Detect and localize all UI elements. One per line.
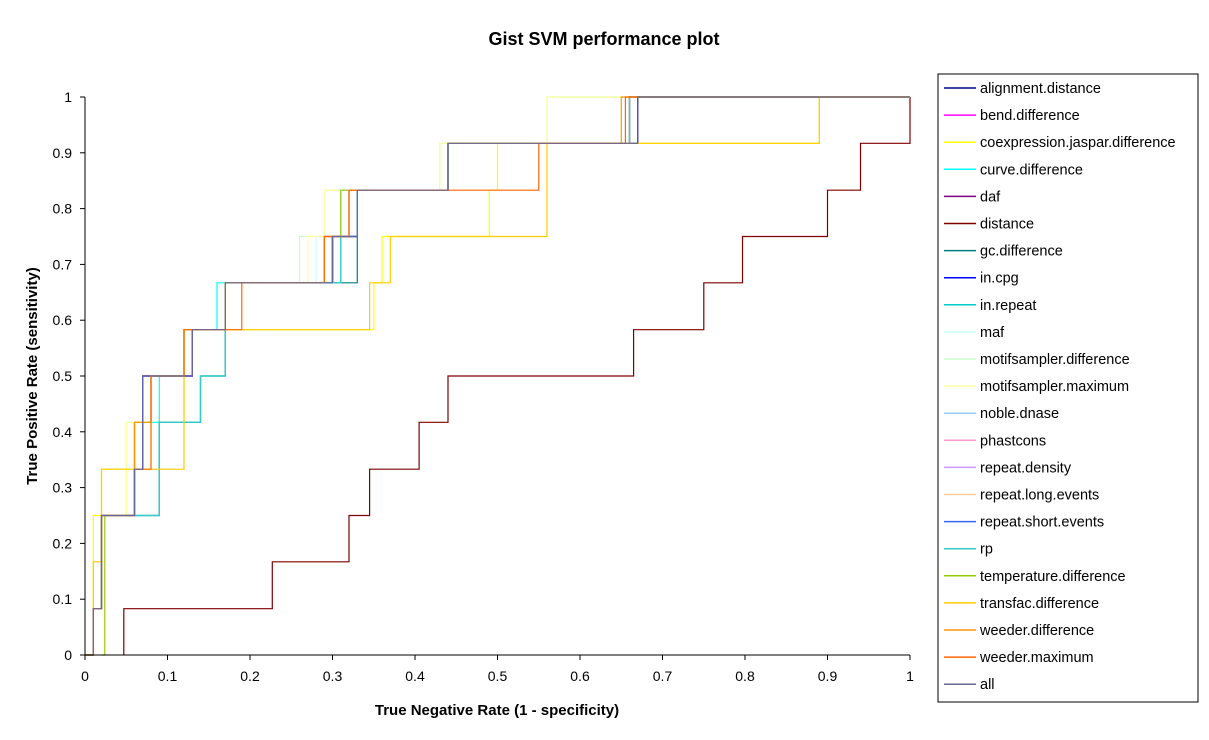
- legend-label-repeat-short-events: repeat.short.events: [980, 515, 1104, 531]
- legend-items: alignment.distance bend.difference coexpre…: [944, 81, 1176, 693]
- series-line-distance: [123, 97, 911, 655]
- legend-label-in-repeat: in.repeat: [980, 298, 1036, 314]
- x-tick-label: 0.9: [818, 668, 838, 684]
- x-tick-label: 0.8: [735, 668, 755, 684]
- y-tick-label: 0.9: [53, 145, 73, 161]
- chart-title: Gist SVM performance plot: [488, 29, 719, 49]
- series-line-all: [85, 96, 910, 656]
- legend-box: [937, 73, 1199, 703]
- legend-label-bend-difference: bend.difference: [980, 108, 1080, 124]
- legend-label-noble-dnase: noble.dnase: [980, 406, 1059, 422]
- y-tick-label: 0.1: [53, 591, 73, 607]
- legend-label-motifsampler-maximum: motifsampler.maximum: [980, 379, 1129, 395]
- series-lines: [85, 96, 911, 656]
- x-tick-label: 0.3: [323, 668, 343, 684]
- y-tick-label: 0: [64, 647, 72, 663]
- y-tick-label: 0.7: [53, 256, 73, 272]
- x-tick-label: 0.2: [240, 668, 260, 684]
- legend-label-daf: daf: [980, 189, 1001, 205]
- legend: alignment.distance bend.difference coexpre…: [937, 73, 1199, 703]
- legend-label-all: all: [980, 677, 995, 693]
- legend-label-repeat-density: repeat.density: [980, 460, 1072, 476]
- legend-label-motifsampler-difference: motifsampler.difference: [980, 352, 1130, 368]
- y-tick-label: 0.5: [53, 368, 73, 384]
- y-tick-label: 0.8: [53, 201, 73, 217]
- x-tick-label: 0.4: [405, 668, 425, 684]
- legend-label-alignment-distance: alignment.distance: [980, 81, 1101, 97]
- y-axis-title: True Positive Rate (sensitivity): [24, 267, 41, 485]
- y-tick-label: 0.3: [53, 480, 73, 496]
- legend-label-curve-difference: curve.difference: [980, 162, 1083, 178]
- legend-label-in-cpg: in.cpg: [980, 271, 1019, 287]
- legend-label-gc-difference: gc.difference: [980, 244, 1063, 260]
- y-tick-label: 0.4: [53, 424, 73, 440]
- axes: [80, 96, 911, 660]
- legend-label-weeder-maximum: weeder.maximum: [979, 650, 1094, 666]
- x-tick-label: 0.5: [488, 668, 508, 684]
- legend-label-maf: maf: [980, 325, 1005, 341]
- legend-label-temperature-difference: temperature.difference: [980, 569, 1126, 585]
- y-tick-label: 0.2: [53, 535, 73, 551]
- y-tick-label: 0.6: [53, 312, 73, 328]
- x-axis-title: True Negative Rate (1 - specificity): [375, 702, 619, 719]
- legend-label-distance: distance: [980, 217, 1034, 233]
- x-tick-label: 0.6: [570, 668, 590, 684]
- legend-label-repeat-long-events: repeat.long.events: [980, 488, 1099, 504]
- legend-label-weeder-difference: weeder.difference: [979, 623, 1094, 639]
- legend-label-transfac-difference: transfac.difference: [980, 596, 1099, 612]
- tick-labels: 0 0.1 0.2 0.3 0.4 0.5 0.6 0.7 0.8 0.9 1 0 0.1 0.2 0.3 0…: [53, 89, 915, 684]
- legend-label-coexpression-jaspar-difference: coexpression.jaspar.difference: [980, 135, 1176, 151]
- x-tick-label: 1: [906, 668, 914, 684]
- x-tick-label: 0: [81, 668, 89, 684]
- legend-label-phastcons: phastcons: [980, 433, 1046, 449]
- legend-label-rp: rp: [980, 542, 993, 558]
- y-tick-label: 1: [64, 89, 72, 105]
- x-tick-label: 0.1: [158, 668, 178, 684]
- x-tick-label: 0.7: [653, 668, 673, 684]
